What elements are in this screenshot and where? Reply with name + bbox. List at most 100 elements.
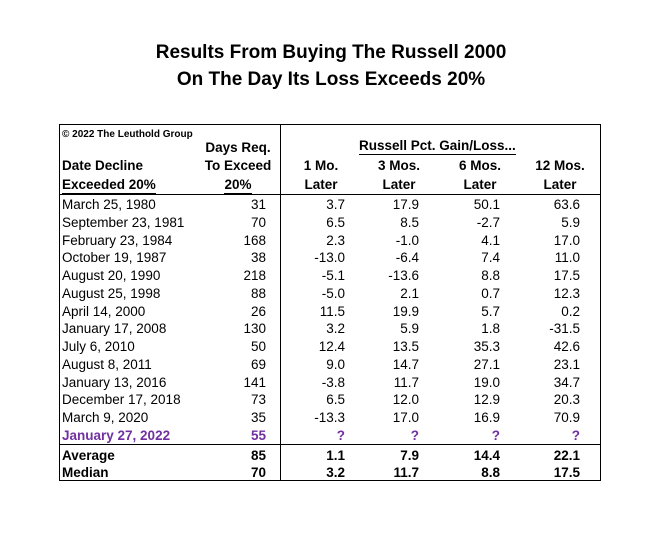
- cell-days-required: 70: [250, 464, 266, 480]
- cell-12-month: 17.0: [553, 232, 580, 248]
- cell-3-month: 7.9: [400, 448, 419, 463]
- cell-1-month: 6.5: [326, 214, 345, 230]
- cell-3-month: 17.9: [392, 197, 419, 212]
- cell-1-month: -5.1: [321, 268, 345, 283]
- cell-1-month: -3.8: [321, 374, 345, 390]
- cell-days-required: 168: [243, 232, 266, 248]
- cell-days-required: 70: [250, 214, 266, 230]
- cell-days-required: 85: [250, 448, 266, 463]
- cell-3-month: ?: [410, 427, 419, 443]
- cell-3-month: 11.7: [393, 464, 419, 480]
- cell-12-month: 5.9: [561, 214, 580, 230]
- cell-1-month: 6.5: [326, 392, 345, 408]
- cell-12-month: 22.1: [553, 448, 580, 463]
- cell-12-month: 17.5: [553, 464, 580, 480]
- cell-1-month: 1.1: [326, 448, 345, 463]
- cell-date: October 19, 1987: [62, 250, 167, 266]
- cell-date: March 9, 2020: [62, 410, 149, 425]
- header-date-line-3: Exceeded 20%: [62, 177, 156, 194]
- cell-3-month: -1.0: [395, 232, 419, 248]
- cell-1-month: -5.0: [321, 285, 345, 301]
- cell-date: December 17, 2018: [62, 392, 181, 408]
- cell-days-required: 50: [250, 339, 266, 354]
- cell-days-required: 31: [250, 197, 266, 212]
- cell-days-required: 69: [250, 356, 266, 372]
- cell-6-month: 0.7: [481, 285, 500, 301]
- cell-3-month: 13.5: [392, 339, 419, 354]
- cell-days-required: 88: [250, 285, 266, 301]
- header-days-line-2: To Exceed: [204, 158, 272, 173]
- cell-date: August 25, 1998: [62, 285, 161, 301]
- cell-6-month: 12.9: [473, 392, 500, 408]
- cell-12-month: 0.2: [561, 303, 580, 319]
- cell-1-month: 3.2: [326, 464, 345, 480]
- cell-6-month: 8.8: [481, 464, 500, 480]
- header-days-line-3: 20%: [224, 177, 252, 194]
- chart-title-line-2: On The Day Its Loss Exceeds 20%: [176, 69, 486, 90]
- cell-6-month: 14.4: [473, 448, 500, 463]
- summary-top-rule: [60, 444, 600, 445]
- cell-3-month: 17.0: [392, 410, 419, 425]
- cell-12-month: 12.3: [553, 285, 580, 301]
- cell-date: January 17, 2008: [62, 321, 167, 337]
- header-6mo-line-1: 6 Mos.: [458, 158, 501, 173]
- cell-6-month: 35.3: [473, 339, 500, 354]
- cell-date: July 6, 2010: [62, 339, 135, 354]
- header-1mo-line-2: Later: [304, 177, 338, 192]
- cell-12-month: 17.5: [553, 268, 580, 283]
- cell-days-required: 35: [250, 410, 266, 425]
- header-6mo-line-2: Later: [463, 177, 497, 192]
- cell-12-month: 70.9: [553, 410, 580, 425]
- cell-6-month: 7.4: [481, 250, 500, 266]
- header-12mo-line-2: Later: [543, 177, 577, 192]
- group-header: Russell Pct. Gain/Loss...: [359, 138, 516, 155]
- header-days-line-1: Days Req.: [205, 140, 271, 155]
- cell-date: January 13, 2016: [62, 374, 167, 390]
- cell-days-required: 218: [243, 268, 266, 283]
- cell-date: March 25, 1980: [62, 197, 156, 212]
- cell-12-month: 34.7: [553, 374, 580, 390]
- cell-days-required: 141: [243, 374, 266, 390]
- cell-12-month: 63.6: [553, 197, 580, 212]
- cell-12-month: 42.6: [553, 339, 580, 354]
- column-divider: [280, 125, 281, 480]
- cell-3-month: 2.1: [400, 285, 419, 301]
- cell-6-month: 27.1: [473, 356, 500, 372]
- header-12mo-line-1: 12 Mos.: [535, 158, 585, 173]
- chart-title-line-1: Results From Buying The Russell 2000: [155, 42, 507, 63]
- cell-date: February 23, 1984: [62, 232, 173, 248]
- cell-1-month: 12.4: [318, 339, 345, 354]
- cell-6-month: 4.1: [481, 232, 500, 248]
- cell-1-month: 3.7: [326, 197, 345, 212]
- results-table: © 2022 The Leuthold Group Russell Pct. G…: [59, 124, 601, 481]
- cell-1-month: 9.0: [326, 356, 345, 372]
- cell-3-month: -13.6: [388, 268, 419, 283]
- cell-12-month: 23.1: [553, 356, 580, 372]
- cell-3-month: 14.7: [392, 356, 419, 372]
- cell-1-month: 2.3: [326, 232, 345, 248]
- header-3mo-line-1: 3 Mos.: [377, 158, 420, 173]
- cell-date: January 27, 2022: [62, 427, 171, 443]
- header-3mo-line-2: Later: [382, 177, 416, 192]
- cell-1-month: -13.3: [314, 410, 345, 425]
- cell-1-month: -13.0: [314, 250, 345, 266]
- cell-3-month: 11.7: [393, 374, 419, 390]
- cell-date: April 14, 2000: [62, 303, 146, 319]
- cell-6-month: 16.9: [473, 410, 500, 425]
- cell-date: August 20, 1990: [62, 268, 161, 283]
- header-date-line-2: Date Decline: [62, 158, 144, 173]
- header-1mo-line-1: 1 Mo.: [303, 158, 339, 173]
- cell-6-month: 1.8: [481, 321, 500, 337]
- cell-6-month: 8.8: [481, 268, 500, 283]
- cell-date: September 23, 1981: [62, 214, 185, 230]
- cell-6-month: -2.7: [476, 214, 500, 230]
- cell-1-month: 11.5: [319, 303, 345, 319]
- cell-12-month: ?: [571, 427, 580, 443]
- cell-days-required: 130: [243, 321, 266, 337]
- cell-days-required: 55: [250, 427, 266, 443]
- header-bottom-rule: [60, 194, 600, 195]
- cell-date: August 8, 2011: [62, 356, 152, 372]
- cell-6-month: ?: [491, 427, 500, 443]
- copyright-label: © 2022 The Leuthold Group: [62, 129, 193, 140]
- cell-days-required: 26: [250, 303, 266, 319]
